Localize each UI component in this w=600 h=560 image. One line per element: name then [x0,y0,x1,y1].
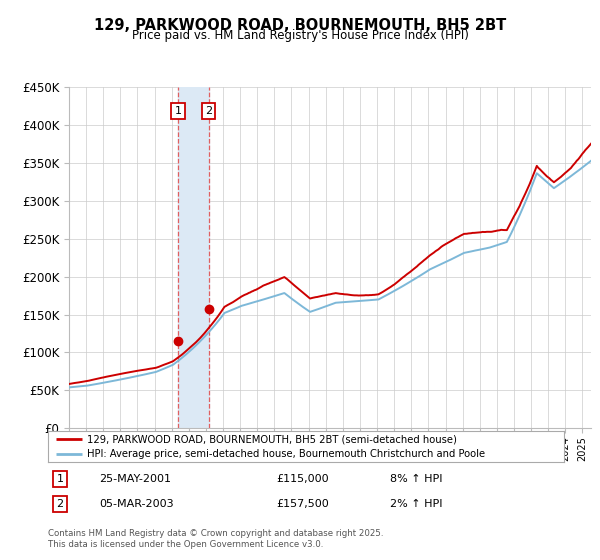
Text: 2: 2 [56,499,64,509]
Text: 129, PARKWOOD ROAD, BOURNEMOUTH, BH5 2BT (semi-detached house): 129, PARKWOOD ROAD, BOURNEMOUTH, BH5 2BT… [86,434,457,444]
Text: 2% ↑ HPI: 2% ↑ HPI [390,499,443,509]
Bar [178,87,209,428]
Text: £115,000: £115,000 [276,474,329,484]
Text: 129, PARKWOOD ROAD, BOURNEMOUTH, BH5 2BT: 129, PARKWOOD ROAD, BOURNEMOUTH, BH5 2BT [94,18,506,33]
Text: 1: 1 [56,474,64,484]
Text: HPI: Average price, semi-detached house, Bournemouth Christchurch and Poole: HPI: Average price, semi-detached house,… [86,449,485,459]
Text: 25-MAY-2001: 25-MAY-2001 [99,474,171,484]
Text: Price paid vs. HM Land Registry's House Price Index (HPI): Price paid vs. HM Land Registry's House … [131,29,469,42]
Text: 2: 2 [205,106,212,116]
Text: £157,500: £157,500 [276,499,329,509]
Text: 8% ↑ HPI: 8% ↑ HPI [390,474,443,484]
Text: Contains HM Land Registry data © Crown copyright and database right 2025.
This d: Contains HM Land Registry data © Crown c… [48,529,383,549]
Text: 05-MAR-2003: 05-MAR-2003 [99,499,173,509]
Text: 1: 1 [175,106,182,116]
